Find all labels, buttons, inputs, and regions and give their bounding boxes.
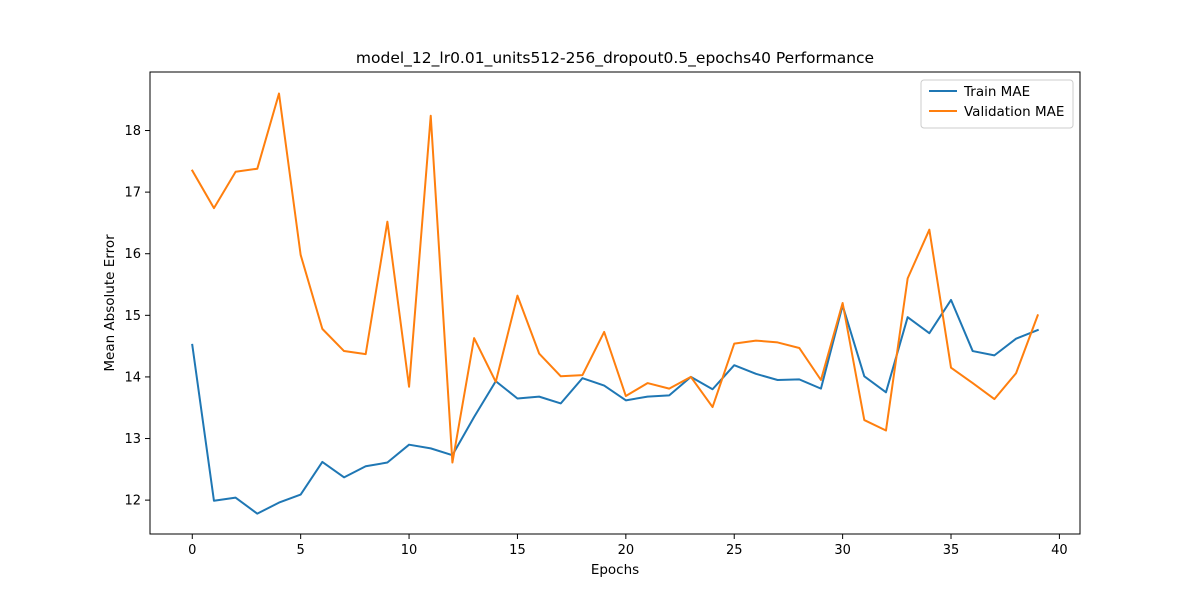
x-tick-label: 0	[188, 543, 196, 558]
y-tick-label: 15	[124, 309, 141, 324]
legend-label-validation-mae: Validation MAE	[964, 104, 1064, 120]
x-tick-label: 25	[726, 543, 743, 558]
plot-frame	[149, 71, 1081, 535]
y-tick-label: 17	[124, 186, 141, 201]
x-tick-label: 35	[943, 543, 960, 558]
legend-label-train-mae: Train MAE	[963, 84, 1030, 100]
y-axis-label: Mean Absolute Error	[102, 234, 118, 372]
series-line-validation-mae	[190, 92, 1040, 464]
x-tick-label: 40	[1051, 543, 1068, 558]
y-tick-label: 12	[124, 494, 141, 509]
x-tick-label: 15	[509, 543, 526, 558]
x-axis: 0 5 10 15 20 25 30 35 40	[188, 534, 1068, 558]
y-tick-label: 18	[124, 124, 141, 139]
x-tick-label: 5	[297, 543, 305, 558]
series-lines	[190, 92, 1040, 515]
y-tick-label: 14	[124, 370, 141, 385]
chart-title: model_12_lr0.01_units512-256_dropout0.5_…	[356, 49, 874, 68]
y-tick-label: 16	[124, 247, 141, 262]
x-tick-label: 10	[401, 543, 418, 558]
x-tick-label: 20	[618, 543, 635, 558]
legend-box	[920, 79, 1074, 129]
legend: Train MAE Validation MAE	[920, 79, 1074, 129]
y-axis: 12 13 14 15 16 17 18	[124, 124, 150, 509]
y-tick-label: 13	[124, 432, 141, 447]
x-axis-label: Epochs	[591, 562, 639, 578]
x-tick-label: 30	[834, 543, 851, 558]
